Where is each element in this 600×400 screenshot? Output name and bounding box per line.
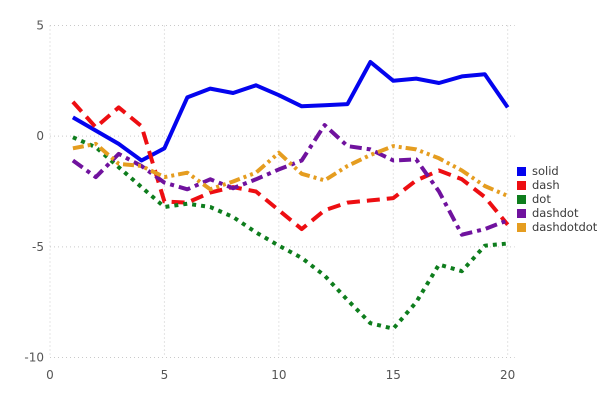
series-line-solid: [71, 60, 510, 163]
legend-item-dashdotdot: dashdotdot: [517, 220, 597, 234]
series-line-dot: [72, 135, 508, 331]
legend-label: dashdot: [532, 206, 579, 220]
legend-swatch-dashdotdot: [517, 222, 526, 232]
x-tick-label: 10: [271, 368, 286, 382]
legend-swatch-solid: [517, 166, 526, 176]
y-tick-label: -5: [32, 240, 44, 254]
legend-swatch-dash: [517, 180, 526, 190]
legend-swatch-dashdot: [517, 208, 526, 218]
legend-item-dot: dot: [517, 192, 597, 206]
legend-label: dash: [532, 178, 560, 192]
series-line-dash: [71, 100, 510, 232]
x-tick-label: 20: [500, 368, 515, 382]
legend-item-dashdot: dashdot: [517, 206, 597, 220]
x-tick-label: 15: [386, 368, 401, 382]
x-tick-label: 0: [46, 368, 54, 382]
legend-label: dashdotdot: [532, 220, 598, 234]
legend-item-dash: dash: [517, 178, 597, 192]
y-tick-label: -10: [24, 351, 44, 365]
legend-label: solid: [532, 164, 559, 178]
x-tick-label: 5: [161, 368, 169, 382]
series-line-dashdotdot: [72, 141, 509, 198]
legend: solid dash dot dashdot dashdotdot: [517, 164, 597, 234]
y-tick-label: 0: [36, 129, 44, 143]
legend-label: dot: [532, 192, 551, 206]
legend-swatch-dot: [517, 194, 526, 204]
legend-item-solid: solid: [517, 164, 597, 178]
y-tick-label: 5: [36, 19, 44, 33]
